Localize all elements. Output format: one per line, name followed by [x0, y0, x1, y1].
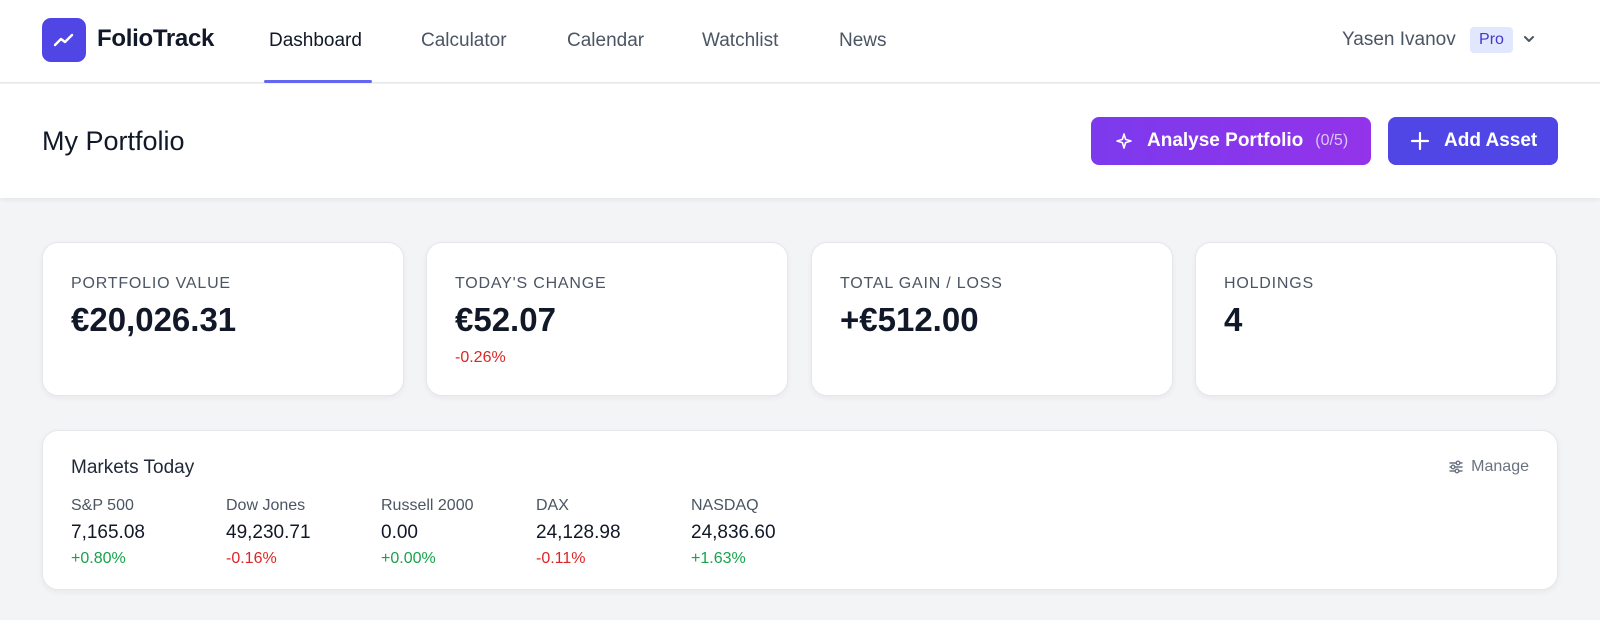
manage-label: Manage: [1471, 458, 1529, 475]
index-value: 24,836.60: [691, 522, 776, 543]
stat-label: HOLDINGS: [1224, 275, 1314, 292]
stat-card-holdings: HOLDINGS 4: [1195, 242, 1557, 396]
market-index-item[interactable]: NASDAQ 24,836.60 +1.63%: [691, 497, 841, 568]
nav-calendar[interactable]: Calendar: [567, 30, 645, 51]
analyse-button-label: Analyse Portfolio: [1147, 130, 1304, 151]
top-navbar: FolioTrack Dashboard Calculator Calendar…: [0, 0, 1600, 83]
index-change: +0.80%: [71, 550, 126, 567]
index-change: +0.00%: [381, 550, 436, 567]
index-change: +1.63%: [691, 550, 746, 567]
stat-value: €52.07: [455, 301, 556, 338]
index-name: DAX: [536, 497, 569, 514]
app-logo-text[interactable]: FolioTrack: [97, 25, 215, 52]
index-value: 49,230.71: [226, 522, 311, 543]
stat-card-todays-change: TODAY'S CHANGE €52.07 -0.26%: [426, 242, 788, 396]
stat-card-portfolio-value: PORTFOLIO VALUE €20,026.31: [42, 242, 404, 396]
stat-value: €20,026.31: [71, 301, 237, 338]
analyse-portfolio-button[interactable]: Analyse Portfolio (0/5): [1091, 117, 1371, 165]
market-index-item[interactable]: Russell 2000 0.00 +0.00%: [381, 497, 531, 568]
plan-badge: Pro: [1470, 27, 1513, 53]
active-tab-indicator: [264, 80, 372, 83]
trend-line-icon: [53, 33, 74, 47]
stat-change-percent: -0.26%: [455, 349, 506, 366]
index-value: 7,165.08: [71, 522, 145, 543]
stat-value: +€512.00: [840, 301, 979, 338]
user-name[interactable]: Yasen Ivanov: [1342, 29, 1456, 50]
add-asset-label: Add Asset: [1444, 130, 1538, 151]
index-change: -0.16%: [226, 550, 277, 567]
page-title: My Portfolio: [42, 126, 185, 156]
index-change: -0.11%: [536, 550, 586, 567]
stat-value: 4: [1224, 301, 1243, 338]
chevron-down-icon[interactable]: [1522, 32, 1536, 46]
manage-markets-button[interactable]: Manage: [1448, 458, 1529, 476]
analyse-usage-count: (0/5): [1315, 132, 1349, 149]
stat-label: TODAY'S CHANGE: [455, 275, 607, 292]
nav-watchlist[interactable]: Watchlist: [702, 30, 779, 51]
market-index-item[interactable]: S&P 500 7,165.08 +0.80%: [71, 497, 221, 568]
plus-icon: [1410, 131, 1430, 151]
market-index-item[interactable]: Dow Jones 49,230.71 -0.16%: [226, 497, 376, 568]
market-index-item[interactable]: DAX 24,128.98 -0.11%: [536, 497, 686, 568]
markets-today-card: Markets Today Manage S&P 500 7,165.08 +0…: [42, 430, 1558, 590]
page-header: My Portfolio Analyse Portfolio (0/5) Add…: [0, 84, 1600, 198]
index-name: Russell 2000: [381, 497, 474, 514]
index-name: S&P 500: [71, 497, 134, 514]
index-value: 0.00: [381, 522, 418, 543]
sliders-icon: [1449, 460, 1463, 474]
add-asset-button[interactable]: Add Asset: [1388, 117, 1558, 165]
logo-badge[interactable]: [42, 18, 86, 62]
stat-label: PORTFOLIO VALUE: [71, 275, 231, 292]
nav-news[interactable]: News: [839, 30, 887, 51]
stat-card-total-gain-loss: TOTAL GAIN / LOSS +€512.00: [811, 242, 1173, 396]
nav-dashboard[interactable]: Dashboard: [269, 30, 362, 51]
nav-calculator[interactable]: Calculator: [421, 30, 507, 51]
markets-title: Markets Today: [71, 457, 195, 478]
index-value: 24,128.98: [536, 522, 621, 543]
index-name: NASDAQ: [691, 497, 759, 514]
stat-label: TOTAL GAIN / LOSS: [840, 275, 1003, 292]
sparkle-icon: [1116, 133, 1132, 149]
index-name: Dow Jones: [226, 497, 306, 514]
